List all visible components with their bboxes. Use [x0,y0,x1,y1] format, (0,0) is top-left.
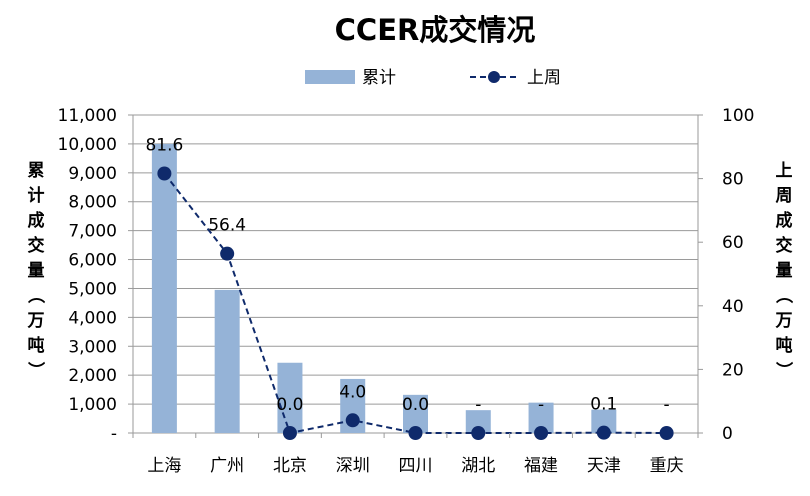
x-tick-label: 天津 [587,456,621,476]
y-axis-title-char: ） [25,362,46,379]
y2-axis-title-char: 上 [776,161,793,181]
y-tick-label: 3,000 [68,337,117,357]
y2-axis-title-char: 量 [776,260,793,281]
y-tick-label: 2,000 [68,366,117,386]
data-label: 4.0 [339,382,366,402]
bar [151,143,177,433]
bar [465,410,491,433]
bar [214,289,240,433]
data-label: - [664,395,670,415]
x-tick-label: 湖北 [461,456,495,476]
y-axis-title-char: 量 [28,260,45,281]
legend: 累计 上周 [305,68,561,88]
line-point [408,426,423,440]
data-label: 0.1 [590,395,617,415]
line-point [157,166,172,181]
y-tick-label: 1,000 [68,395,117,415]
y2-axis-title-char: 万 [775,311,793,331]
y-axis-title-char: 万 [27,311,45,331]
y2-axis-title-char: 吨 [776,335,793,356]
y2-axis-title-char: 交 [776,235,793,256]
y-tick-label: 9,000 [68,164,117,184]
x-tick-label: 福建 [524,456,558,476]
legend-line-label: 上周 [527,68,561,88]
y-tick-label: 8,000 [68,193,117,213]
x-tick-label: 北京 [273,456,307,476]
line-point [659,426,674,440]
y-axis-title-char: 成 [28,210,45,231]
data-label: - [538,395,544,415]
line-point [471,426,486,440]
data-label: 0.0 [402,395,429,415]
axes: - 1,000 2,000 3,000 4,000 5,000 6,000 7,000 8,00… [58,106,755,476]
y2-tick-label: 0 [722,424,733,444]
x-tick-label: 上海 [147,456,181,476]
y-axis-title-char: 吨 [28,335,45,356]
data-label: 81.6 [145,136,183,156]
line-point [345,413,360,428]
y-axis-title-char: 累 [28,161,45,181]
y2-tick-label: 100 [722,106,754,126]
x-tick-label: 深圳 [336,456,370,476]
y-axis-title-char: （ [25,287,46,304]
y2-axis-title-char: 成 [776,210,793,231]
x-tick-label: 四川 [399,456,433,476]
y-tick-label: 4,000 [68,308,117,328]
y2-axis-title-char: 周 [776,186,793,206]
line-series: 81.6 56.4 0.0 4.0 0.0 - - 0.1 - [145,136,674,440]
y2-axis-title-char: （ [773,287,794,304]
y-tick-label: 6,000 [68,251,117,271]
line-point [220,246,235,261]
y-axis-title-char: 计 [28,185,45,206]
y-tick-label: - [111,424,117,444]
y2-tick-label: 80 [722,170,744,190]
data-label: 56.4 [208,216,246,236]
legend-bar-label: 累计 [362,68,396,88]
bar [277,362,303,433]
line-path [163,172,667,435]
line-point [534,426,549,440]
legend-bar-swatch [305,70,355,84]
y2-tick-label: 60 [722,233,744,253]
chart-title: CCER成交情况 [335,13,536,47]
data-label: 0.0 [276,395,303,415]
legend-line-marker [488,71,500,83]
y-tick-label: 5,000 [68,279,117,299]
x-tick-label: 重庆 [650,456,684,476]
line-point [282,426,297,440]
y-axis-title-char: 交 [28,235,45,256]
y2-tick-label: 20 [722,360,744,380]
bar [591,409,617,433]
y-tick-label: 11,000 [58,106,117,126]
line-point [596,425,611,440]
data-label: - [475,395,481,415]
y-tick-label: 7,000 [68,222,117,242]
x-tick-label: 广州 [210,456,244,476]
y-tick-label: 10,000 [58,135,117,155]
y2-axis-title-char: ） [773,362,794,379]
y2-tick-label: 40 [722,297,744,317]
